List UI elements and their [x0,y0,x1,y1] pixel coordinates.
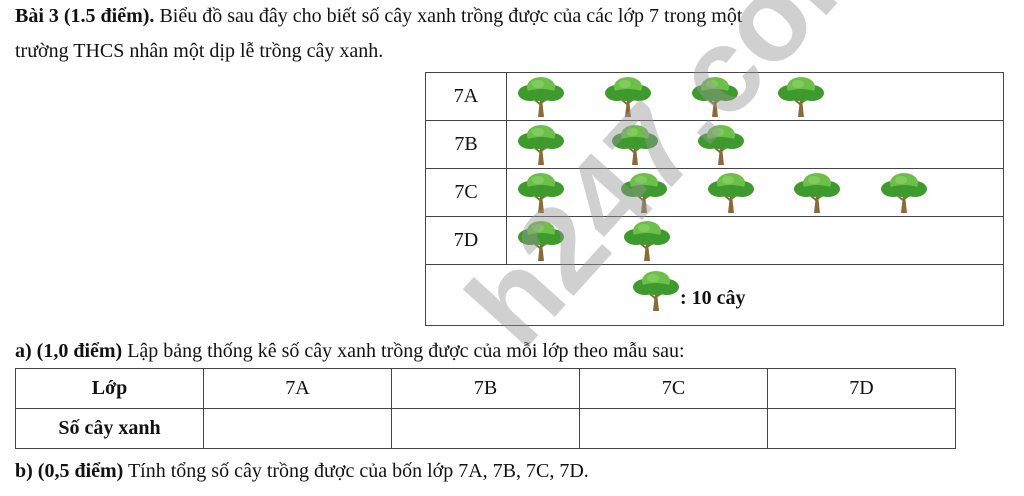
table-header-cell: 7C [579,368,768,409]
table-row: Số cây xanh [15,408,956,449]
tree-icon [516,75,566,119]
part-b-label: b) (0,5 điểm) [15,460,124,482]
tree-icon [516,123,566,167]
part-a: a) (1,0 điểm) Lập bảng thống kê số cây x… [15,340,685,363]
row-label: 7A [426,73,507,120]
tree-icon [619,171,669,215]
statistics-table: Lớp 7A 7B 7C 7D Số cây xanh [15,368,956,449]
tree-icon [792,171,842,215]
tree-icon [706,171,756,215]
pictograph: : 10 cây 7A 7B 7C 7D [425,72,1004,326]
pictograph-row-7a: 7A [426,73,1003,121]
tree-icon [879,171,929,215]
pictograph-row-7c: 7C [426,169,1003,217]
row-label: 7B [426,121,507,168]
tree-icon [516,219,566,263]
table-cell [767,408,956,449]
table-header-row: Lớp 7A 7B 7C 7D [15,368,956,409]
problem-title: Bài 3 (1.5 điểm). [15,5,155,27]
problem-intro-line2: trường THCS nhân một dịp lễ trồng cây xa… [15,40,384,62]
tree-icon [776,75,826,119]
table-cell [203,408,392,449]
tree-icon [690,75,740,119]
table-cell [391,408,580,449]
table-header-cell: 7D [767,368,956,409]
pictograph-row-7b: 7B [426,121,1003,169]
row-label: 7C [426,169,507,216]
legend-text: : 10 cây [680,287,746,309]
part-a-label: a) (1,0 điểm) [15,340,123,362]
pictograph-legend: : 10 cây [426,265,1003,325]
tree-icon [610,123,660,167]
pictograph-row-7d: 7D [426,217,1003,265]
row-label: 7D [426,217,507,264]
part-b: b) (0,5 điểm) Tính tổng số cây trồng đượ… [15,460,589,483]
part-a-text: Lập bảng thống kê số cây xanh trồng được… [122,340,685,362]
table-cell [579,408,768,449]
table-header-cell: Lớp [15,368,204,409]
table-header-cell: 7A [203,368,392,409]
tree-icon [696,123,746,167]
part-b-text: Tính tổng số cây trồng được của bốn lớp … [123,460,589,482]
problem-intro-line1: Bài 3 (1.5 điểm). Biểu đồ sau đây cho bi… [15,5,742,28]
table-header-cell: 7B [391,368,580,409]
tree-icon [603,75,653,119]
row-label: Số cây xanh [15,408,204,449]
tree-icon [516,171,566,215]
tree-icon [622,219,672,263]
intro-text: Biểu đồ sau đây cho biết số cây xanh trồ… [154,5,743,27]
tree-icon [631,269,681,313]
